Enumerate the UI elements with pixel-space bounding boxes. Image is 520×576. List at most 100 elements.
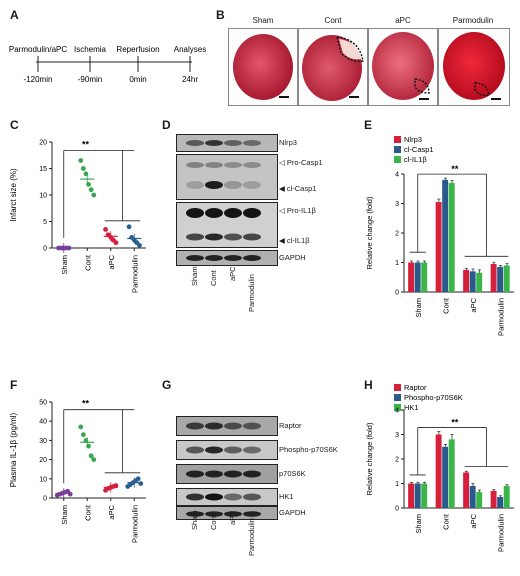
heart-image-parmodulin	[438, 28, 510, 106]
blot-strip	[176, 506, 278, 520]
x-tick-label: Sham	[60, 505, 69, 525]
timeline-step-label: Analyses	[174, 45, 206, 54]
blot-bands	[186, 470, 261, 478]
bar	[435, 434, 442, 508]
infarct-outline	[414, 78, 430, 94]
y-tick-label: 10	[39, 476, 47, 483]
blot-row-label: ◁ Pro-IL1β	[279, 206, 316, 215]
x-tick-label: Sham	[60, 255, 69, 275]
bar	[414, 483, 421, 508]
blot-lane-label: Parmodulin	[247, 274, 256, 312]
bar	[435, 202, 442, 292]
blot-bands	[186, 162, 261, 189]
bar	[497, 266, 504, 292]
blot-band	[243, 446, 261, 454]
x-tick-label: aPC	[469, 297, 478, 312]
x-tick-label: Parmodulin	[130, 505, 139, 543]
blot-band	[205, 162, 223, 168]
panel-label-a: A	[10, 8, 19, 22]
blot-row-label: ◁ Pro-Casp1	[279, 158, 323, 167]
y-tick-label: 40	[39, 419, 47, 426]
timeline-time-label: 24hr	[182, 75, 198, 84]
legend-label: Raptor	[404, 383, 427, 392]
y-tick-label: 2	[395, 231, 399, 238]
blot-band	[224, 422, 242, 430]
x-tick-label: Cont	[83, 254, 92, 271]
data-point	[88, 453, 94, 459]
blot-band	[243, 255, 261, 261]
y-tick-label: 3	[395, 432, 399, 439]
bar	[408, 483, 415, 508]
blot-row-label: Nlrp3	[279, 138, 297, 147]
significance-marker: **	[451, 418, 459, 428]
legend-swatch	[394, 404, 401, 411]
blot-band	[224, 140, 242, 146]
blot-strip	[176, 250, 278, 266]
heart-title-parmodulin: Parmodulin	[452, 16, 494, 25]
heart-title-apc: aPC	[395, 16, 411, 25]
bar	[503, 265, 510, 292]
y-tick-label: 5	[43, 219, 47, 226]
blot-band	[186, 511, 204, 517]
heart-slice	[372, 32, 434, 100]
blot-row-label: GAPDH	[279, 508, 306, 517]
legend-label: cl-IL1β	[404, 155, 427, 164]
blot-band	[243, 511, 261, 517]
blot-band	[205, 422, 223, 430]
blot-lane-label: Parmodulin	[247, 518, 256, 556]
x-tick-label: Parmodulin	[130, 255, 139, 293]
timeline-step-label: Ischemia	[74, 45, 107, 54]
bar	[442, 446, 449, 508]
panel-label-g: G	[162, 378, 172, 392]
legend-swatch	[394, 156, 401, 163]
blot-strip	[176, 416, 278, 436]
bar	[448, 439, 455, 508]
x-tick-label: Cont	[441, 513, 450, 530]
blot-band	[186, 493, 204, 501]
heart-title-sham: Sham	[252, 16, 274, 25]
x-tick-label: Sham	[414, 514, 423, 534]
y-tick-label: 0	[43, 246, 47, 253]
y-tick-label: 20	[39, 457, 47, 464]
y-tick-label: 0	[395, 506, 399, 513]
blot-row-label: GAPDH	[279, 253, 306, 262]
blot-band	[186, 181, 204, 189]
blot-row-label: ◀ cl-Casp1	[279, 184, 317, 193]
blot-bands	[186, 208, 261, 241]
blot-band	[243, 233, 261, 241]
heart-slice	[233, 34, 293, 100]
bar	[490, 263, 497, 292]
blot-band	[224, 255, 242, 261]
legend-label: cl-Casp1	[404, 145, 434, 154]
blot-band	[243, 493, 261, 501]
data-point	[113, 483, 119, 488]
bar	[421, 262, 428, 292]
blot-band	[186, 446, 204, 454]
x-tick-label: Sham	[414, 298, 423, 318]
y-tick-label: 20	[39, 140, 47, 147]
blot-bands	[186, 422, 261, 430]
blot-row-label: Raptor	[279, 421, 302, 430]
blot-row-label: HK1	[279, 492, 294, 501]
y-axis-label: Relative change (fold)	[365, 422, 374, 495]
data-point	[78, 158, 84, 163]
heart-image-apc	[368, 28, 438, 106]
blot-band	[243, 470, 261, 478]
timeline-time-label: -90min	[78, 75, 102, 84]
bar	[476, 272, 483, 292]
legend-swatch	[394, 146, 401, 153]
blot-band	[243, 181, 261, 189]
data-point	[88, 187, 94, 193]
panel-label-d: D	[162, 118, 171, 132]
data-point	[126, 224, 132, 230]
blot-band	[224, 233, 242, 241]
x-tick-label: aPC	[107, 504, 116, 519]
blot-lane-label: aPC	[228, 266, 237, 282]
blot-band	[224, 446, 242, 454]
data-point	[91, 457, 97, 462]
bar	[476, 492, 483, 508]
significance-marker: **	[82, 399, 90, 409]
blot-band	[243, 422, 261, 430]
